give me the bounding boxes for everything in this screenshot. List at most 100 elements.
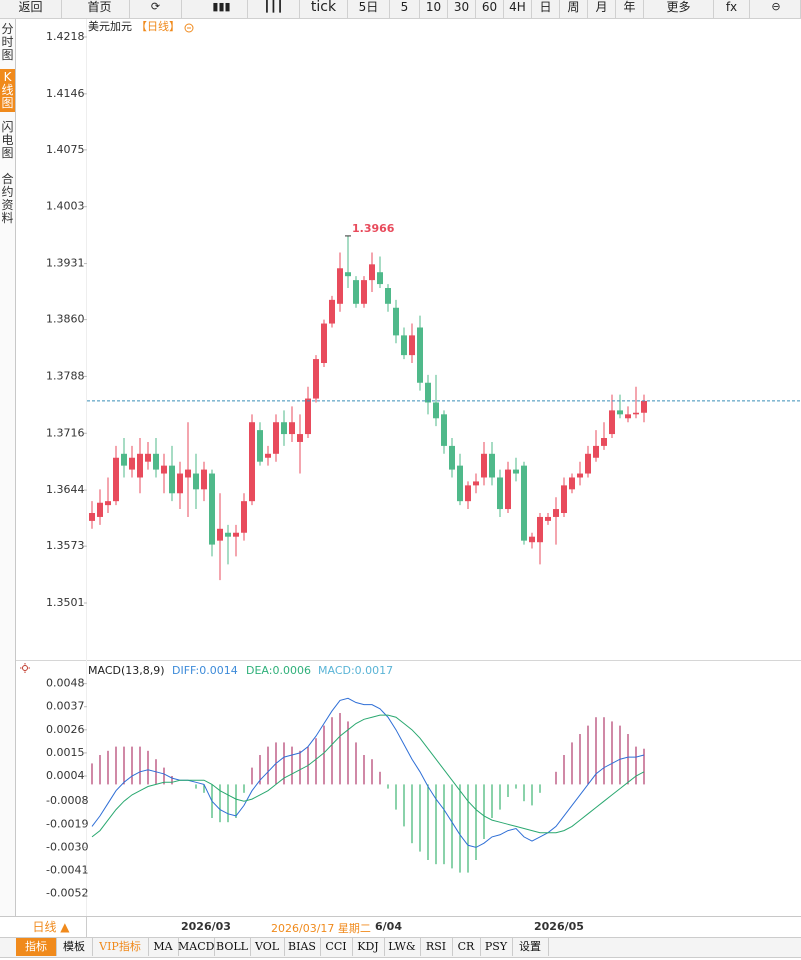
indicator-tab[interactable]: KDJ [352,938,385,956]
candle-body [481,453,487,478]
indicator-tab[interactable]: PSY [480,938,513,956]
candle-body [233,532,239,537]
toolbar-button[interactable]: 日 [532,0,560,18]
toolbar-button[interactable]: 首页 [70,0,130,18]
bar-icon[interactable]: ▮▮▮ [196,0,248,18]
y-tick-label: -0.0052 [46,887,88,900]
toolbar-button[interactable]: 5日 [348,0,390,18]
y-tick-label: 0.0048 [46,677,85,690]
indicator-tab[interactable]: VIP指标 [92,938,149,956]
candle-body [577,473,583,478]
candle-body [489,453,495,478]
toolbar-button[interactable]: 5 [390,0,420,18]
toolbar-button[interactable]: 更多 [644,0,714,18]
x-tick-label: 2026/05 [534,920,584,933]
indicator-tab[interactable]: RSI [420,938,453,956]
macd-title: MACD(13,8,9) [88,664,165,677]
toolbar-button[interactable]: 返回 [0,0,62,18]
indicator-tab[interactable]: VOL [250,938,285,956]
toolbar-button[interactable]: fx [714,0,750,18]
refresh-icon[interactable]: ⟳ [130,0,182,18]
indicator-tab[interactable]: 模板 [56,938,93,956]
y-tick-label: 1.3860 [46,313,85,326]
toolbar-button[interactable]: tick [300,0,348,18]
y-tick-label: 1.3931 [46,257,85,270]
candle-body [601,438,607,446]
candle-body [345,272,351,277]
candle-body [457,465,463,502]
legend-label: MACD:0.0017 [318,664,393,677]
zoom-out-icon[interactable] [184,23,194,33]
macd-line [91,697,645,848]
candle-body [449,445,455,470]
candle-body [401,335,407,356]
candle-body [441,414,447,446]
candle-body [89,513,95,521]
x-tick-label: 6/04 [375,920,402,933]
chart-period: 【日线】 [136,19,180,33]
indicator-tab[interactable]: LW& [384,938,421,956]
indicator-tab[interactable]: 指标 [16,938,57,956]
candle-body [537,516,543,543]
toolbar-button[interactable]: 60 [476,0,504,18]
max-label: 1.3966 [352,222,395,235]
legend-label: DEA:0.0006 [246,664,311,677]
candle-body [241,501,247,533]
indicator-tab[interactable]: MACD [178,938,215,956]
toolbar-button[interactable]: 年 [616,0,644,18]
candle-body [361,280,367,304]
candle-body [417,327,423,383]
y-tick-label: -0.0030 [46,840,88,853]
candle-body [273,422,279,454]
indicator-tab[interactable]: CCI [320,938,353,956]
candle-body [177,473,183,494]
candle-body [321,323,327,364]
candle-body [105,501,111,506]
candle-body [561,485,567,514]
toolbar-button[interactable]: 月 [588,0,616,18]
side-tab[interactable]: 合约资料 [1,172,14,225]
candle-body [161,465,167,474]
toolbar-button[interactable]: 周 [560,0,588,18]
indicator-tab[interactable]: BOLL [214,938,251,956]
candle-body [209,473,215,545]
indicator-tab[interactable]: 设置 [512,938,549,956]
candle-body [129,457,135,470]
y-tick-label: 1.3573 [46,539,85,552]
candle-body [585,453,591,474]
candle-body [305,398,311,435]
y-tick-label: 1.3501 [46,596,85,609]
toolbar-button[interactable]: 10 [420,0,448,18]
x-tick-label: 2026/03 [181,920,231,933]
candle-body [377,272,383,285]
candle-body [497,477,503,510]
candle-body [385,288,391,304]
indicator-tab[interactable]: BIAS [284,938,321,956]
candle-body [529,536,535,543]
side-tab[interactable]: 分时图 [1,22,14,62]
toolbar-button[interactable]: 4H [504,0,532,18]
candle-body [337,268,343,304]
candle-body [265,453,271,458]
candle-body [257,430,263,462]
y-tick-label: -0.0019 [46,817,88,830]
y-tick-label: 1.4146 [46,87,85,100]
side-tab[interactable]: 闪电图 [1,120,14,160]
candle-body [329,299,335,324]
indicator-tab[interactable]: MA [148,938,179,956]
candle-body [185,469,191,478]
side-tab[interactable]: K线图 [0,69,15,112]
candle-body [145,453,151,462]
candle-body [113,457,119,502]
candle-body [97,502,103,517]
indicator-tab[interactable]: CR [452,938,481,956]
candle-icon[interactable]: ┃┃┃ [248,0,300,18]
y-tick-label: -0.0008 [46,794,88,807]
candle-body [289,422,295,435]
y-tick-label: 0.0004 [46,769,85,782]
y-tick-label: 1.3644 [46,483,85,496]
candle-body [593,445,599,458]
period-button[interactable]: 日线 ▲ [16,917,87,937]
toolbar-button[interactable]: 30 [448,0,476,18]
